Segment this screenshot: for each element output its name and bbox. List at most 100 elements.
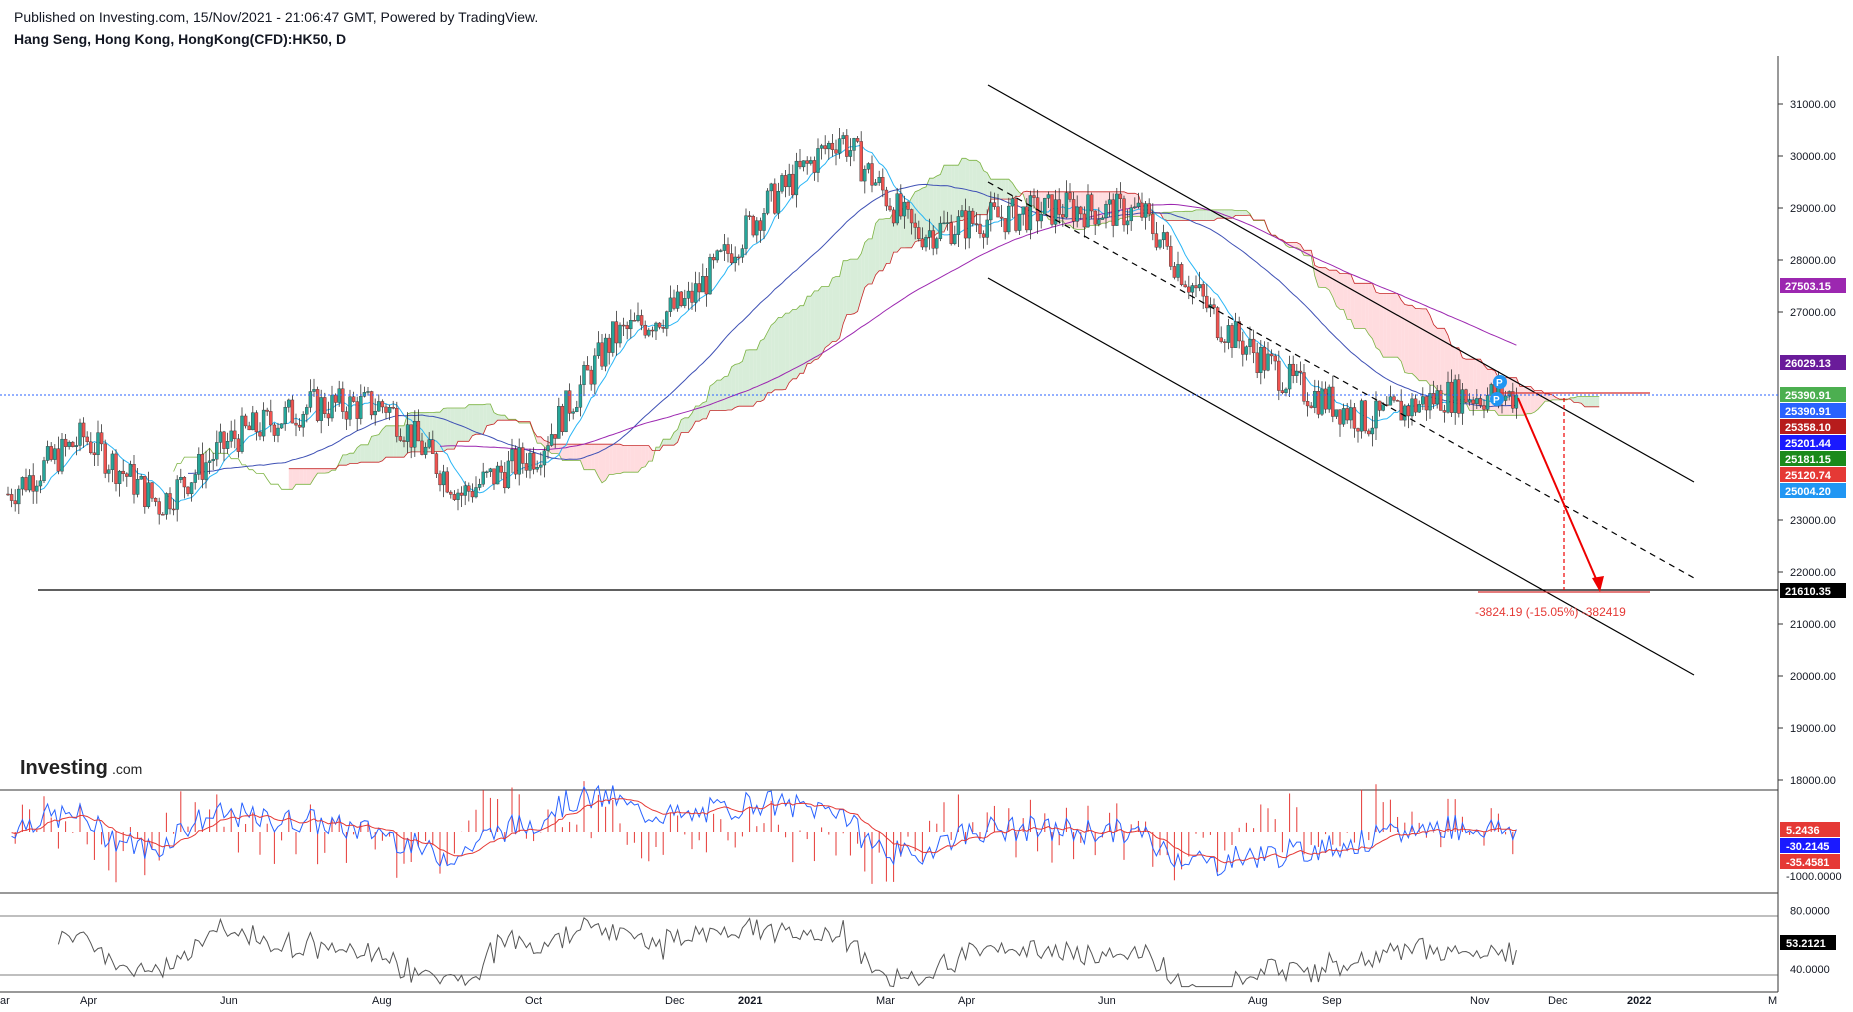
price-tag-6: 25181.15 <box>1785 454 1831 466</box>
candle-body <box>636 315 640 322</box>
candle-body <box>675 291 680 309</box>
cloud-segment <box>465 404 469 442</box>
candle-body <box>891 209 896 224</box>
candle-body <box>924 237 928 248</box>
cloud-segment <box>641 445 646 468</box>
candle-body <box>1482 405 1486 410</box>
cloud-segment <box>1390 293 1394 358</box>
rsi-tick-2: 40.0000 <box>1790 964 1830 976</box>
candle-body <box>1194 285 1198 289</box>
cloud-segment <box>1016 188 1020 197</box>
price-tag-5: 25201.44 <box>1785 438 1832 450</box>
month-label-2: Jun <box>220 995 238 1007</box>
candle-body <box>297 424 302 428</box>
candle-body <box>125 473 129 477</box>
cloud-segment <box>933 176 937 238</box>
candle-body <box>1363 400 1367 432</box>
candle-body <box>1043 198 1047 215</box>
cloud-segment <box>1181 211 1186 221</box>
symbol-title: Hang Seng, Hong Kong, HongKong(CFD):HK50… <box>14 31 347 47</box>
candle-body <box>492 468 496 485</box>
candle-body <box>467 485 471 492</box>
candle-body <box>521 447 525 464</box>
price-markers[interactable]: P P <box>1490 375 1507 406</box>
cloud-segment <box>296 468 300 485</box>
cloud-segment <box>746 349 750 407</box>
candle-body <box>917 227 921 239</box>
candle-body <box>189 482 194 495</box>
cloud-segment <box>389 425 394 458</box>
marker-p-upper <box>1493 375 1507 389</box>
ma-120-line <box>439 203 1517 451</box>
cloud-segment <box>1426 308 1430 386</box>
month-label-14: 2022 <box>1627 995 1651 1007</box>
projection-arrowhead <box>1592 576 1604 592</box>
candle-body <box>27 475 32 491</box>
candle-body <box>931 230 935 249</box>
candle-body <box>139 476 143 480</box>
cloud-segment <box>821 286 826 355</box>
cloud-segment <box>1134 193 1139 217</box>
candle-body <box>132 464 136 495</box>
candle-body <box>485 471 489 474</box>
cloud-segment <box>594 444 599 477</box>
cloud-segment <box>382 425 386 461</box>
candle-body <box>1223 341 1227 343</box>
cloud-segment <box>1005 179 1009 200</box>
candle-body <box>1313 390 1317 408</box>
cloud-segment <box>825 286 829 348</box>
cloud-segment <box>1401 300 1405 373</box>
candle-body <box>1053 199 1058 225</box>
candle-body <box>1014 198 1018 231</box>
candle-body <box>953 234 957 244</box>
cloud-segment <box>810 290 815 364</box>
cloud-segment <box>735 363 739 408</box>
cloud-segment <box>872 223 876 285</box>
cloud-segment <box>684 417 689 433</box>
candle-body <box>783 175 788 188</box>
trend-channel[interactable]: -3824.19 (-15.05%) -382419 <box>38 84 1778 676</box>
candle-body <box>276 427 280 436</box>
cloud-segment <box>587 444 592 470</box>
cloud-segment <box>1440 328 1445 395</box>
candle-body <box>1187 286 1191 293</box>
cloud-segment <box>1358 283 1362 329</box>
candle-body <box>1413 398 1418 413</box>
candle-body <box>1417 404 1421 413</box>
candle-body <box>1424 396 1429 411</box>
candle-body <box>1514 394 1519 409</box>
price-tick-4: 27000.00 <box>1790 307 1836 319</box>
candle-body <box>312 389 316 392</box>
cloud-segment <box>728 366 732 410</box>
candle-body <box>114 453 118 484</box>
candle-body <box>56 448 61 472</box>
price-tick-7: 21000.00 <box>1790 619 1836 631</box>
price-tag-2: 25390.91 <box>1785 390 1831 402</box>
candle-body <box>1165 232 1169 247</box>
candle-body <box>326 413 331 419</box>
cloud-segment <box>911 191 916 248</box>
candle-body <box>1453 379 1457 413</box>
candle-body <box>193 474 197 483</box>
candle-body <box>935 238 939 249</box>
candle-body <box>85 436 89 443</box>
cloud-segment <box>1203 209 1207 221</box>
price-tag-3: 25390.91 <box>1785 406 1831 418</box>
candle-body <box>747 215 752 217</box>
cloud-segment <box>1584 396 1589 407</box>
candle-body <box>207 460 212 463</box>
cloud-segment <box>400 425 404 458</box>
candle-body <box>621 324 626 327</box>
candle-body <box>308 391 313 408</box>
candle-body <box>1428 393 1432 411</box>
candle-body <box>546 445 550 451</box>
candle-body <box>1302 372 1306 402</box>
candle-body <box>1158 239 1162 248</box>
candle-body <box>1277 360 1281 391</box>
candle-body <box>427 439 431 448</box>
cloud-segment <box>749 349 754 407</box>
cloud-segment <box>321 468 325 474</box>
candle-body <box>611 321 615 353</box>
